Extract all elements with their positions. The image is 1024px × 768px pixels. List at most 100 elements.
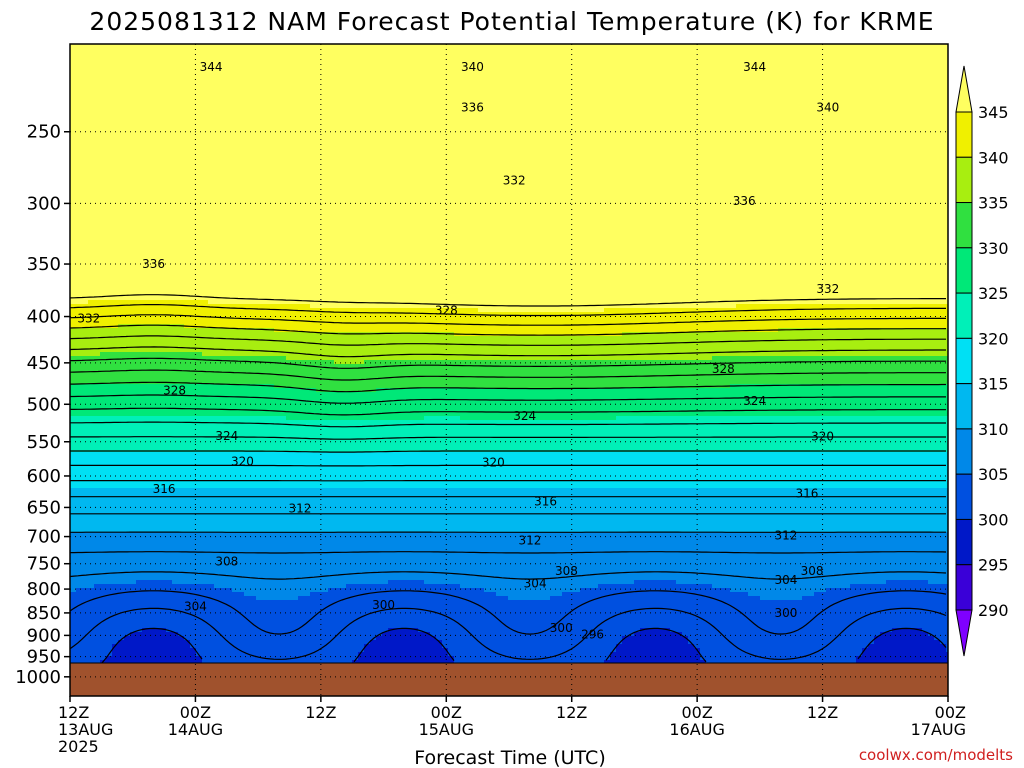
colorbar-label: 320: [978, 329, 1009, 348]
x-tick-label: 12Z: [58, 703, 89, 722]
y-tick-label: 800: [27, 579, 61, 600]
colorbar-label: 330: [978, 239, 1009, 258]
x-tick-label: 12Z: [556, 703, 587, 722]
contour-label: 296: [581, 628, 604, 642]
contour-label: 336: [461, 100, 484, 114]
colorbar-label: 300: [978, 510, 1009, 529]
contour-label: 324: [215, 429, 238, 443]
x-tick-label: 14AUG: [168, 720, 223, 739]
colorbar-label: 310: [978, 420, 1009, 439]
x-tick-label: 12Z: [305, 703, 336, 722]
x-tick-label: 00Z: [681, 703, 712, 722]
y-tick-label: 400: [27, 307, 61, 328]
contour-label: 304: [184, 599, 207, 613]
x-tick-label: 00Z: [431, 703, 462, 722]
contour-label: 328: [712, 362, 735, 376]
x-tick-label: 12Z: [807, 703, 838, 722]
y-tick-label: 750: [27, 554, 61, 575]
colorbar-label: 315: [978, 375, 1009, 394]
colorbar-segment: [955, 428, 973, 475]
contour-label: 324: [743, 394, 766, 408]
contour-label: 304: [524, 577, 547, 591]
x-tick-label: 16AUG: [669, 720, 724, 739]
contour-label: 312: [288, 502, 311, 516]
contour-label: 312: [518, 533, 541, 547]
colorbar-label: 335: [978, 194, 1009, 213]
contour-label: 300: [550, 621, 573, 635]
colorbar-segment: [955, 383, 973, 430]
colorbar-label: 290: [978, 601, 1009, 620]
contour-lines: [70, 294, 947, 664]
source-credit: coolwx.com/modelts: [859, 746, 1013, 764]
colorbar-segment: [955, 202, 973, 249]
y-tick-label: 900: [27, 625, 61, 646]
y-tick-label: 250: [27, 122, 61, 143]
plot-area: 344 340 344 336 340 332 336 336 332 332 328 328 328 3…: [70, 44, 948, 696]
contour-label: 340: [816, 100, 839, 114]
colorbar-segment: [955, 292, 973, 339]
contour-label: 324: [513, 409, 536, 423]
contour-label: 340: [461, 60, 484, 74]
colorbar-segment: [955, 337, 973, 385]
colorbar-segment: [955, 473, 973, 520]
y-tick-label: 650: [27, 497, 61, 518]
contour-label: 308: [801, 564, 824, 578]
y-tick-label: 950: [27, 647, 61, 668]
colorbar-label: 345: [978, 103, 1009, 122]
y-tick-label: 350: [27, 254, 61, 275]
colorbar-bottom-arrow: [955, 609, 973, 657]
colorbar-segment: [955, 156, 973, 204]
contour-label: 316: [795, 486, 818, 500]
y-tick-label: 600: [27, 466, 61, 487]
y-tick-label: 700: [27, 527, 61, 548]
contour-label: 336: [142, 257, 165, 271]
contour-label: 328: [163, 384, 186, 398]
chart-title: 2025081312 NAM Forecast Potential Temper…: [89, 7, 934, 36]
x-tick-label: 00Z: [935, 703, 966, 722]
colorbar-label: 295: [978, 556, 1009, 575]
contour-label: 320: [811, 430, 834, 444]
y-axis: 2503003504004505005506006507007508008509…: [15, 122, 70, 688]
x-tick-label: 2025: [58, 737, 99, 756]
x-tick-label: 00Z: [180, 703, 211, 722]
y-tick-label: 550: [27, 432, 61, 453]
plot-frame: [69, 43, 949, 697]
y-tick-label: 450: [27, 353, 61, 374]
contour-label: 308: [215, 555, 238, 569]
contour-label: 328: [435, 304, 458, 318]
colorbar-segment: [955, 247, 973, 294]
colorbar-label: 305: [978, 465, 1009, 484]
colorbar-segment: [955, 518, 973, 566]
contour-label: 332: [816, 282, 839, 296]
contour-label: 300: [372, 598, 395, 612]
contour-label: 316: [534, 494, 557, 508]
contour-label: 332: [503, 173, 526, 187]
terrain: [70, 662, 948, 696]
contour-label: 336: [733, 194, 756, 208]
x-tick-label: 13AUG: [58, 720, 113, 739]
contour-label: 344: [743, 60, 766, 74]
temperature-fills: [70, 44, 948, 696]
y-tick-label: 300: [27, 193, 61, 214]
x-axis-label: Forecast Time (UTC): [414, 747, 605, 768]
colorbar-segment: [955, 111, 973, 158]
contour-label: 300: [775, 606, 798, 620]
colorbar: 345 340 335 330 325 320 315 310 305 300 295 290: [955, 65, 1009, 657]
y-tick-label: 1000: [15, 667, 61, 688]
contour-label: 304: [775, 573, 798, 587]
y-tick-label: 850: [27, 603, 61, 624]
x-tick-label: 15AUG: [419, 720, 474, 739]
contour-label: 320: [231, 454, 254, 468]
contour-label: 316: [153, 482, 176, 496]
contour-label: 344: [200, 60, 223, 74]
contour-label: 312: [775, 528, 798, 542]
colorbar-top-arrow: [955, 65, 973, 113]
colorbar-label: 325: [978, 284, 1009, 303]
y-tick-label: 500: [27, 394, 61, 415]
colorbar-label: 340: [978, 148, 1009, 167]
contour-labels: 344 340 344 336 340 332 336 336 332 332 328 328 328 3…: [77, 60, 839, 642]
contour-label: 332: [77, 312, 100, 326]
contour-label: 308: [555, 564, 578, 578]
